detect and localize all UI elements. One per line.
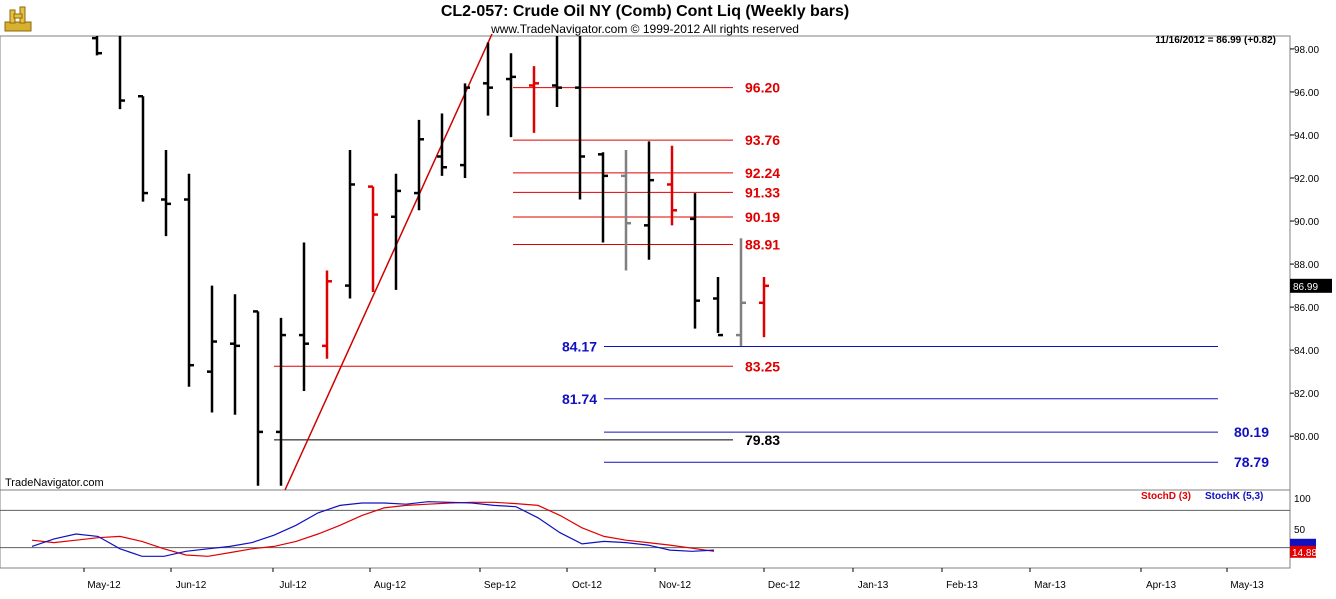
ohlc-bar <box>118 36 125 110</box>
ohlc-bar <box>184 173 194 387</box>
level-label: 88.91 <box>745 236 780 252</box>
ohlc-bars <box>92 36 769 486</box>
ohlc-bar <box>644 141 654 260</box>
stoch-tick-label: 100 <box>1294 494 1311 505</box>
ohlc-bar <box>345 150 355 299</box>
ohlc-bar <box>713 276 723 337</box>
stoch-tick-label: 50 <box>1294 525 1306 536</box>
ohlc-bar <box>253 310 263 486</box>
brand-label: TradeNavigator.com <box>5 477 104 489</box>
ohlc-bar <box>621 150 631 271</box>
y-tick-label: 82.00 <box>1294 389 1319 400</box>
y-tick-label: 80.00 <box>1294 432 1319 443</box>
level-label: 96.20 <box>745 80 780 96</box>
x-tick-label: Jul-12 <box>279 580 307 591</box>
ohlc-bar <box>552 36 562 108</box>
level-label: 92.24 <box>745 165 780 181</box>
x-tick-label: Aug-12 <box>374 580 407 591</box>
ohlc-bar <box>575 36 585 200</box>
ohlc-bar <box>598 152 608 243</box>
trade-navigator-logo-icon <box>4 6 32 32</box>
x-tick-label: Mar-13 <box>1034 580 1066 591</box>
rising-trendline <box>284 33 493 491</box>
level-label: 78.79 <box>1234 454 1269 470</box>
main-panel-border <box>0 35 1291 491</box>
x-tick-label: Apr-13 <box>1146 580 1176 591</box>
ohlc-bar <box>529 66 539 133</box>
stoch-k-box <box>1290 538 1316 547</box>
level-label: 91.33 <box>745 184 780 200</box>
level-label: 80.19 <box>1234 424 1269 440</box>
copyright-text: www.TradeNavigator.com © 1999-2012 All r… <box>491 22 799 36</box>
level-label: 90.19 <box>745 209 780 225</box>
ohlc-bar <box>161 150 171 237</box>
ohlc-bar <box>276 317 286 486</box>
x-tick-label: Jan-13 <box>858 580 889 591</box>
y-tick-label: 90.00 <box>1294 217 1319 228</box>
y-tick-label: 88.00 <box>1294 260 1319 271</box>
ohlc-bar <box>322 270 332 359</box>
legend-stochk: StochK (5,3) <box>1205 491 1264 502</box>
x-tick-label: Oct-12 <box>572 580 602 591</box>
x-tick-label: Jun-12 <box>176 580 207 591</box>
level-label: 84.17 <box>562 338 597 354</box>
ohlc-bar <box>736 238 746 346</box>
stoch-d-box <box>1290 545 1316 558</box>
ohlc-bar <box>368 185 378 293</box>
level-label: 93.76 <box>745 132 780 148</box>
y-tick-label: 92.00 <box>1294 174 1319 185</box>
stoch-last-value: 14.88 <box>1292 548 1317 559</box>
trendline <box>284 33 493 491</box>
x-tick-label: Nov-12 <box>659 580 692 591</box>
ohlc-bar <box>299 242 309 392</box>
ohlc-bar <box>437 113 447 176</box>
x-tick-label: Dec-12 <box>768 580 801 591</box>
last-quote: 11/16/2012 = 86.99 (+0.82) <box>1155 35 1276 46</box>
legend-stochd: StochD (3) <box>1141 491 1191 502</box>
ohlc-bar <box>483 42 493 116</box>
y-tick-label: 86.00 <box>1294 303 1319 314</box>
ohlc-bar <box>690 193 700 329</box>
ohlc-bar <box>667 145 677 226</box>
stochastic-panel: 100 50 14.88 <box>0 494 1317 559</box>
ohlc-bar <box>460 83 470 179</box>
last-price-label: 86.99 <box>1293 282 1318 293</box>
ohlc-bar <box>92 36 102 56</box>
ohlc-bar <box>391 173 401 290</box>
ohlc-bar <box>138 94 148 202</box>
x-tick-label: Feb-13 <box>946 580 978 591</box>
x-tick-label: May-12 <box>87 580 121 591</box>
y-tick-label: 96.00 <box>1294 88 1319 99</box>
x-tick-label: May-13 <box>1230 580 1264 591</box>
x-tick-label: Sep-12 <box>484 580 517 591</box>
level-label: 81.74 <box>562 391 597 407</box>
ohlc-bar <box>207 285 217 413</box>
ohlc-bar <box>759 276 769 338</box>
chart-frame <box>0 35 1291 569</box>
time-axis: May-12 Jun-12 Jul-12 Aug-12 Sep-12 Oct-12 Nov-… <box>83 568 1264 591</box>
stoch-series-line <box>31 501 715 557</box>
chart-title: CL2-057: Crude Oil NY (Comb) Cont Liq (W… <box>440 3 850 20</box>
level-label: 79.83 <box>745 432 780 448</box>
ohlc-bar <box>230 294 240 415</box>
last-price-box <box>1290 278 1332 293</box>
y-tick-label: 84.00 <box>1294 346 1319 357</box>
ohlc-bar <box>506 53 516 138</box>
y-tick-label: 98.00 <box>1294 45 1319 56</box>
price-axis: 98.00 96.00 94.00 92.00 90.00 88.00 86.00 84.00… <box>1290 45 1332 443</box>
level-label: 83.25 <box>745 358 780 374</box>
y-tick-label: 94.00 <box>1294 131 1319 142</box>
stoch-panel-border <box>0 489 1291 569</box>
ohlc-bar <box>414 119 424 211</box>
price-levels: 96.20 93.76 92.24 91.33 90.19 88.91 84.17 83.25… <box>274 80 1269 470</box>
stoch-series-line <box>31 501 715 557</box>
